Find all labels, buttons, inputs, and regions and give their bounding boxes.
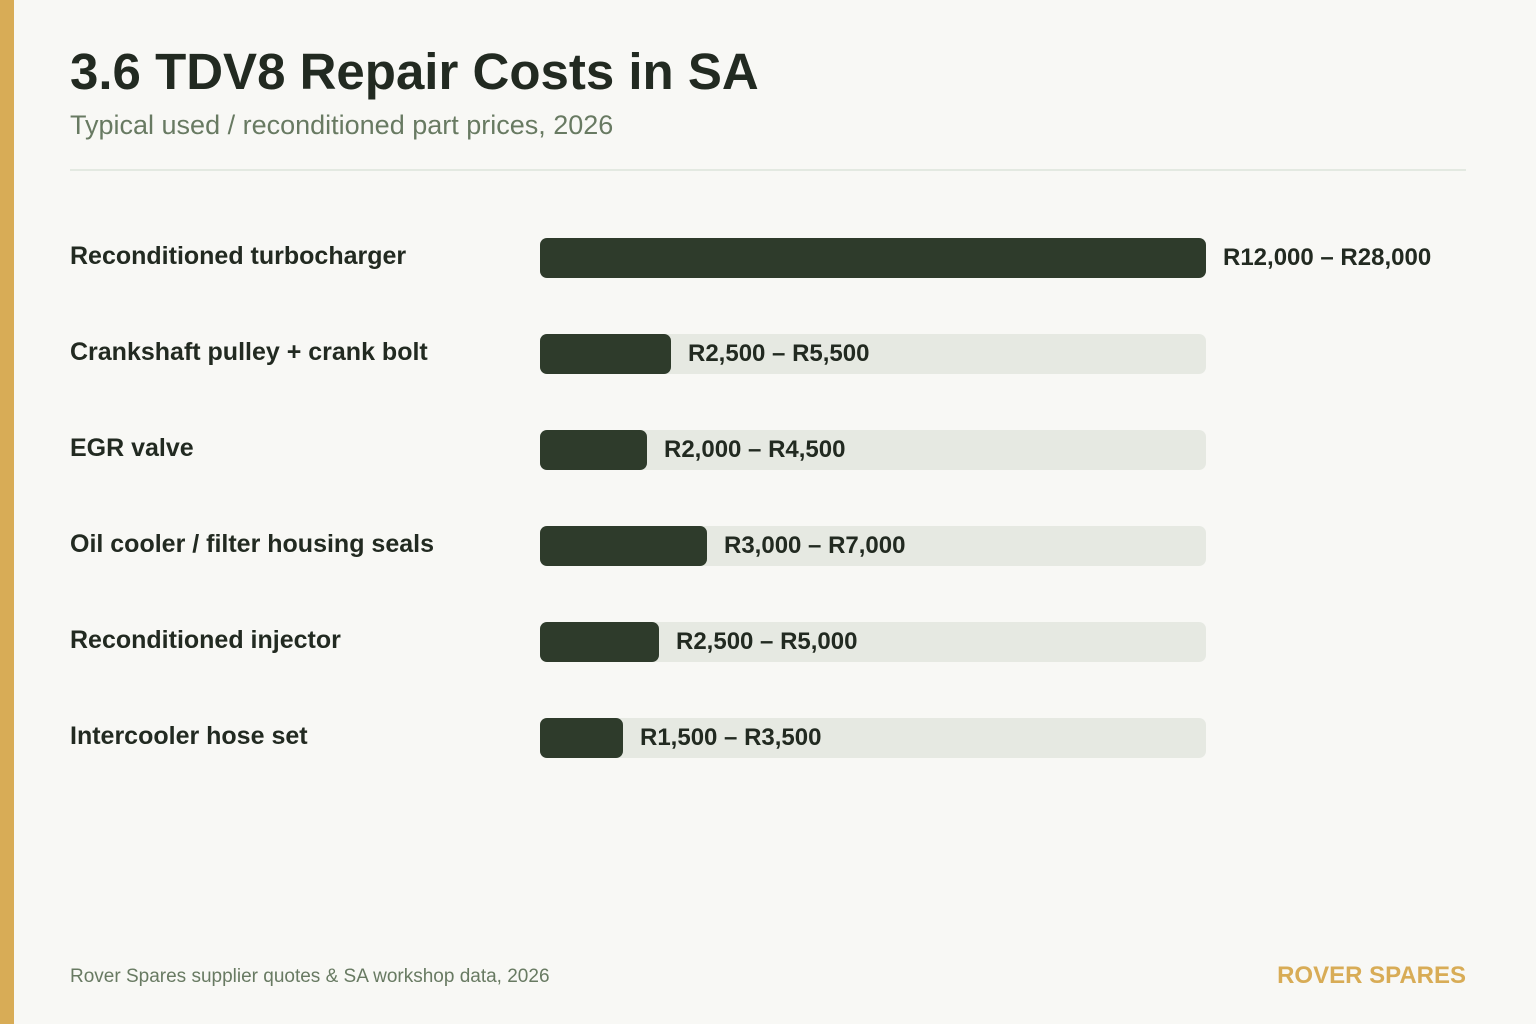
bar-track [540, 430, 1206, 470]
category-label: Oil cooler / filter housing seals [70, 530, 434, 558]
category-label: Intercooler hose set [70, 722, 308, 750]
category-label: Reconditioned injector [70, 626, 341, 654]
value-label: R1,500 – R3,500 [640, 724, 822, 751]
bar [540, 238, 1206, 278]
bar [540, 430, 647, 470]
chart-subtitle: Typical used / reconditioned part prices… [70, 110, 614, 140]
source-note: Rover Spares supplier quotes & SA worksh… [70, 966, 550, 987]
header-divider [70, 169, 1466, 171]
value-label: R12,000 – R28,000 [1223, 244, 1432, 271]
bar [540, 334, 671, 374]
value-label: R2,000 – R4,500 [664, 436, 846, 463]
bar-track [540, 718, 1206, 758]
value-label: R2,500 – R5,500 [688, 340, 870, 367]
chart-title: 3.6 TDV8 Repair Costs in SA [70, 43, 759, 100]
bar [540, 718, 623, 758]
bar [540, 526, 707, 566]
brand-logo-text: ROVER SPARES [1277, 962, 1466, 989]
bar [540, 622, 659, 662]
category-label: Crankshaft pulley + crank bolt [70, 338, 428, 366]
accent-stripe [0, 0, 14, 1024]
value-label: R2,500 – R5,000 [676, 628, 858, 655]
value-label: R3,000 – R7,000 [724, 532, 906, 559]
category-label: Reconditioned turbocharger [70, 242, 407, 270]
category-label: EGR valve [70, 434, 194, 462]
